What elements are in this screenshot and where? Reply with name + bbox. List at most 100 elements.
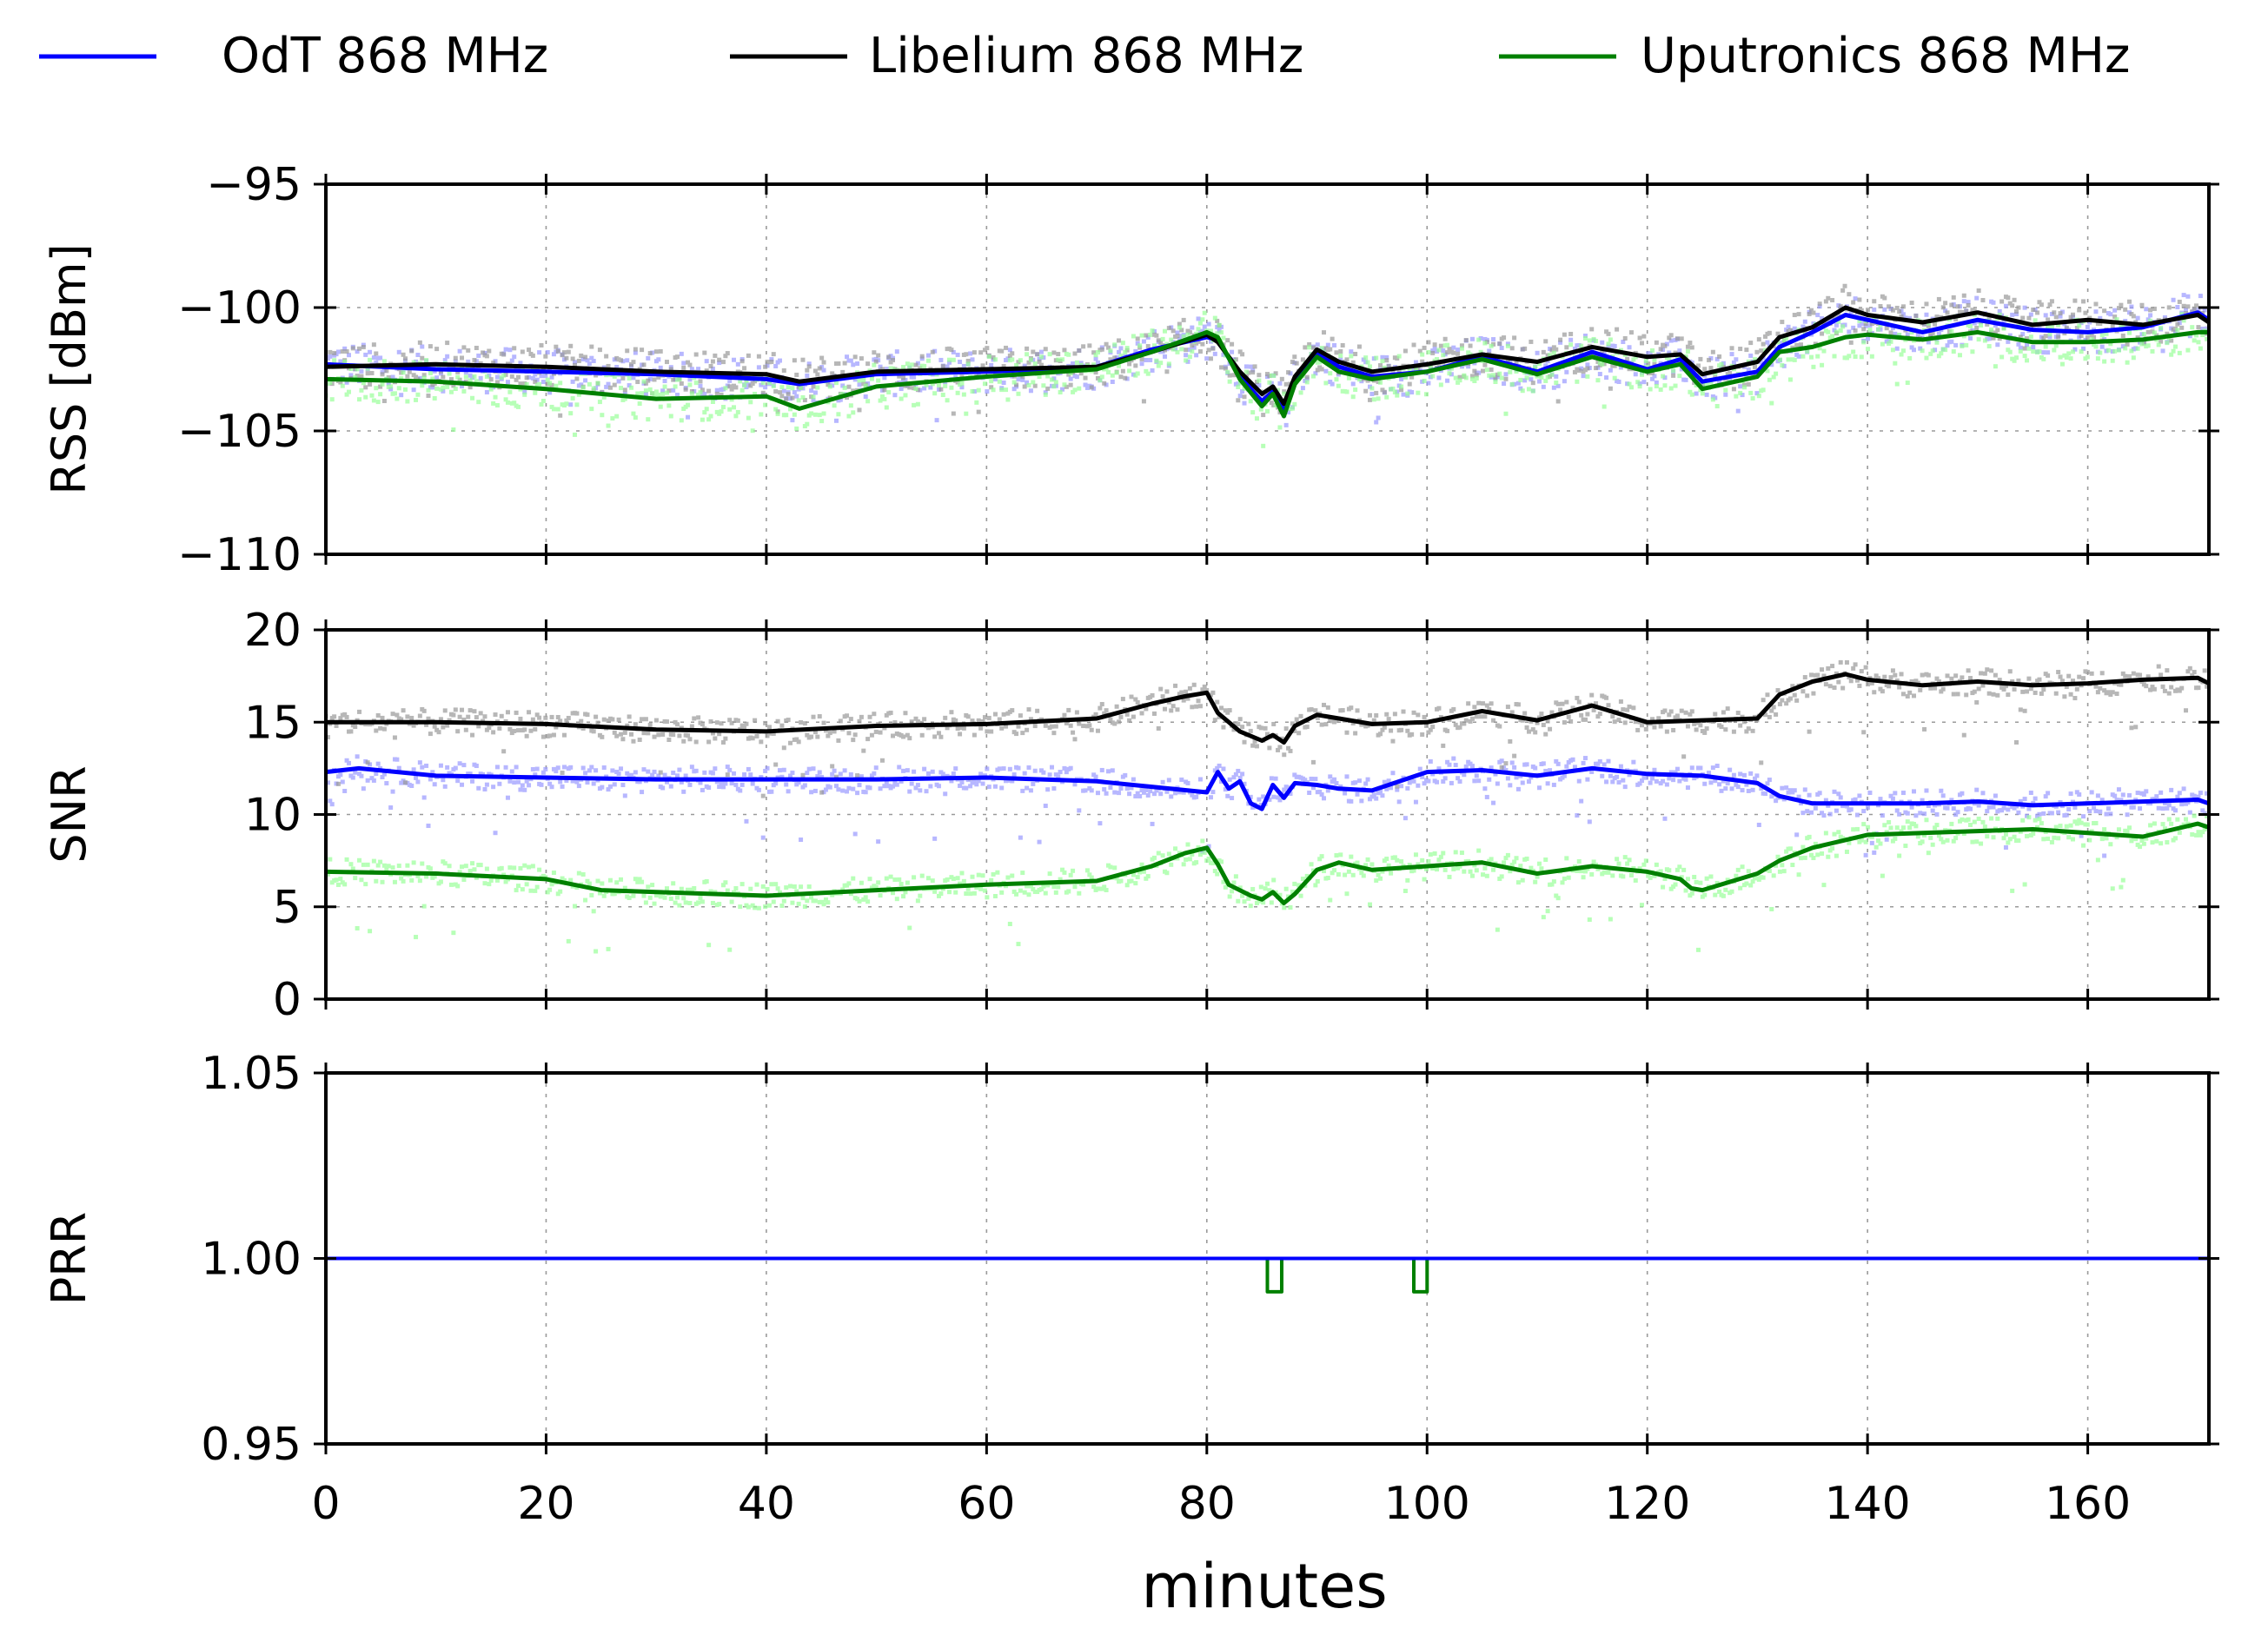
legend: OdT 868 MHz Libelium 868 MHz Uputronics …: [39, 28, 2130, 84]
raw-sample: [1449, 366, 1454, 371]
raw-sample: [1890, 348, 1895, 353]
raw-sample: [1026, 707, 1031, 712]
raw-sample: [652, 901, 657, 906]
raw-sample: [1160, 336, 1165, 341]
raw-sample: [2102, 308, 2107, 314]
raw-sample: [1787, 328, 1793, 333]
raw-sample: [1310, 345, 1316, 350]
raw-sample: [1589, 769, 1595, 774]
raw-sample: [1413, 360, 1418, 365]
raw-sample: [1236, 722, 1241, 727]
raw-sample: [1062, 348, 1067, 353]
raw-sample: [1139, 862, 1144, 867]
raw-sample: [932, 734, 938, 739]
raw-sample: [1780, 362, 1785, 367]
raw-sample: [1543, 378, 1548, 383]
raw-sample: [912, 374, 917, 380]
raw-sample: [1144, 358, 1149, 363]
raw-sample: [1413, 366, 1418, 371]
raw-sample: [2152, 330, 2157, 335]
raw-sample: [396, 864, 401, 869]
raw-sample: [1133, 881, 1138, 886]
raw-sample: [859, 774, 864, 779]
raw-sample: [2192, 338, 2197, 343]
raw-sample: [677, 767, 682, 772]
raw-sample: [503, 879, 508, 884]
raw-sample: [943, 791, 948, 797]
raw-sample: [597, 348, 602, 353]
raw-sample: [1011, 889, 1017, 894]
raw-sample: [1271, 374, 1277, 379]
raw-sample: [409, 715, 414, 720]
raw-sample: [1986, 691, 1992, 696]
raw-sample: [947, 890, 952, 895]
raw-sample: [1974, 699, 1980, 705]
raw-sample: [1018, 358, 1023, 363]
raw-sample: [1185, 332, 1190, 337]
raw-sample: [1166, 699, 1171, 705]
raw-sample: [1509, 760, 1515, 765]
raw-sample: [1491, 800, 1496, 805]
raw-sample: [1267, 745, 1272, 751]
raw-sample: [999, 348, 1005, 354]
raw-sample: [1032, 383, 1038, 388]
raw-sample: [1219, 330, 1224, 335]
raw-sample: [507, 389, 513, 394]
raw-sample: [533, 888, 538, 893]
raw-sample: [1124, 712, 1130, 717]
raw-sample: [1900, 692, 1906, 697]
raw-sample: [1158, 361, 1164, 366]
raw-sample: [1420, 359, 1425, 364]
raw-sample: [1554, 381, 1559, 386]
raw-sample: [1905, 811, 1910, 816]
raw-sample: [1890, 326, 1895, 331]
raw-sample: [2194, 303, 2199, 308]
raw-sample: [1389, 785, 1394, 791]
raw-sample: [428, 732, 433, 737]
raw-sample: [846, 384, 852, 389]
raw-sample: [2006, 692, 2011, 698]
raw-sample: [587, 361, 592, 367]
raw-sample: [1011, 380, 1017, 385]
raw-sample: [1848, 679, 1854, 684]
raw-sample: [2025, 342, 2030, 348]
raw-sample: [2025, 358, 2030, 363]
raw-sample: [1610, 779, 1615, 785]
raw-sample: [365, 760, 370, 765]
raw-sample: [739, 387, 745, 393]
raw-sample: [992, 712, 998, 717]
raw-sample: [687, 382, 693, 387]
raw-sample: [1654, 778, 1659, 784]
raw-sample: [409, 877, 414, 883]
raw-sample: [1031, 781, 1036, 786]
raw-sample: [1325, 705, 1330, 710]
raw-sample: [872, 362, 877, 367]
raw-sample: [1169, 337, 1174, 342]
raw-sample: [1158, 686, 1164, 692]
raw-sample: [1236, 398, 1241, 403]
raw-sample: [1631, 357, 1636, 362]
raw-sample: [438, 717, 443, 722]
raw-sample: [457, 348, 462, 354]
raw-sample: [2001, 326, 2006, 331]
raw-sample: [470, 732, 475, 738]
raw-sample: [905, 880, 910, 885]
raw-sample: [1945, 343, 1950, 348]
raw-sample: [679, 418, 684, 423]
raw-sample: [1887, 684, 1892, 689]
raw-sample: [334, 877, 339, 883]
raw-sample: [442, 861, 448, 866]
raw-sample: [873, 729, 879, 734]
raw-sample: [494, 765, 500, 770]
raw-sample: [2141, 792, 2146, 798]
raw-sample: [380, 372, 385, 377]
raw-sample: [1499, 345, 1504, 350]
raw-sample: [1058, 389, 1063, 394]
raw-sample: [580, 872, 586, 877]
raw-sample: [421, 795, 427, 800]
raw-sample: [612, 374, 617, 379]
raw-sample: [509, 374, 514, 379]
raw-sample: [1765, 692, 1770, 698]
raw-sample: [1635, 727, 1641, 732]
